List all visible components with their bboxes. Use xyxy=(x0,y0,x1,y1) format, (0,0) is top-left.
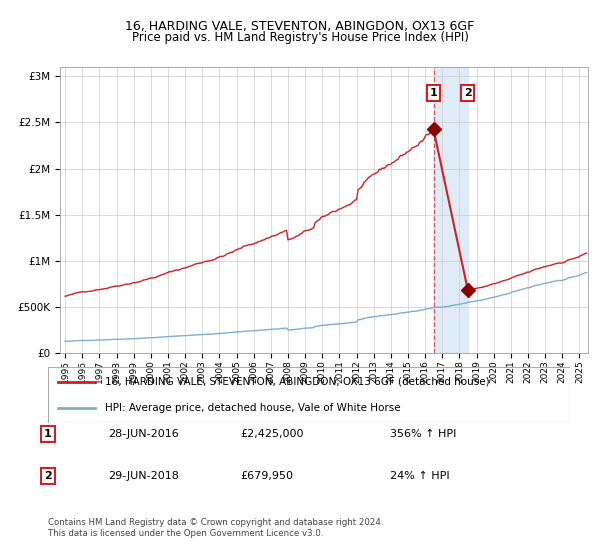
Text: 28-JUN-2016: 28-JUN-2016 xyxy=(108,429,179,439)
Text: £2,425,000: £2,425,000 xyxy=(240,429,304,439)
Text: 16, HARDING VALE, STEVENTON, ABINGDON, OX13 6GF: 16, HARDING VALE, STEVENTON, ABINGDON, O… xyxy=(125,20,475,32)
Text: 2: 2 xyxy=(464,88,472,98)
Text: 1: 1 xyxy=(44,429,52,439)
Text: 16, HARDING VALE, STEVENTON, ABINGDON, OX13 6GF (detached house): 16, HARDING VALE, STEVENTON, ABINGDON, O… xyxy=(106,377,490,387)
Text: 2: 2 xyxy=(44,471,52,481)
Bar xyxy=(434,67,468,353)
Text: Price paid vs. HM Land Registry's House Price Index (HPI): Price paid vs. HM Land Registry's House … xyxy=(131,31,469,44)
Text: 356% ↑ HPI: 356% ↑ HPI xyxy=(390,429,457,439)
Text: 24% ↑ HPI: 24% ↑ HPI xyxy=(390,471,449,481)
Text: 1: 1 xyxy=(430,88,437,98)
Text: Contains HM Land Registry data © Crown copyright and database right 2024.
This d: Contains HM Land Registry data © Crown c… xyxy=(48,518,383,538)
Text: 29-JUN-2018: 29-JUN-2018 xyxy=(108,471,179,481)
Text: £679,950: £679,950 xyxy=(240,471,293,481)
Text: HPI: Average price, detached house, Vale of White Horse: HPI: Average price, detached house, Vale… xyxy=(106,403,401,413)
